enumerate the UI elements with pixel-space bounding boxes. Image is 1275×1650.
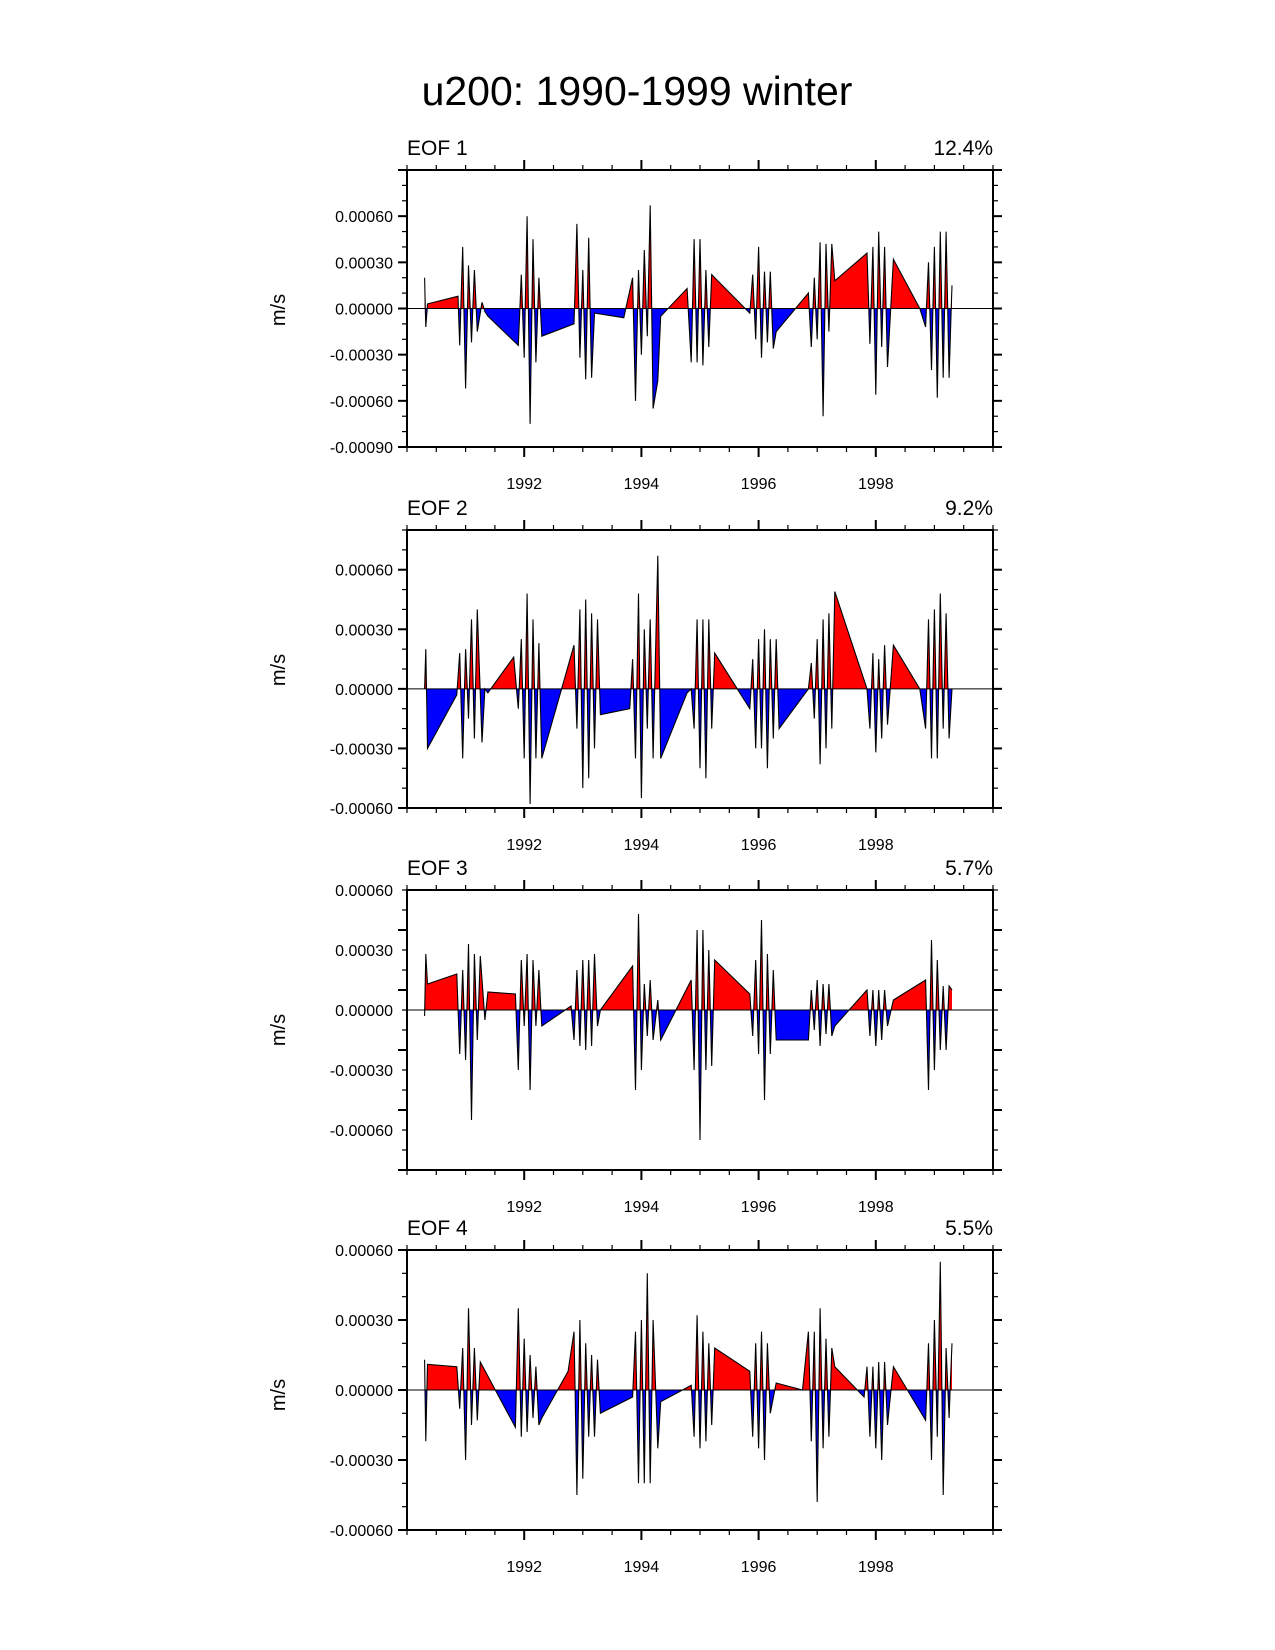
y-tick-label: 0.00030 [335, 1313, 393, 1330]
x-tick-label: 1998 [858, 1199, 894, 1216]
negative-area [424, 308, 953, 424]
eof-label: EOF 3 [407, 857, 468, 880]
variance-label: 5.7% [945, 857, 993, 880]
y-tick-label: 0.00030 [335, 622, 393, 639]
x-tick-label: 1992 [506, 476, 542, 493]
x-tick-label: 1996 [741, 1199, 777, 1216]
y-tick-label: -0.00060 [330, 1123, 393, 1140]
variance-label: 5.5% [945, 1217, 993, 1240]
figure-title: u200: 1990-1999 winter [422, 68, 853, 114]
y-tick-label: 0.00060 [335, 883, 393, 900]
x-tick-label: 1998 [858, 476, 894, 493]
y-axis-label: m/s [268, 1014, 290, 1046]
y-tick-label: -0.00060 [330, 1523, 393, 1540]
y-tick-label: 0.00060 [335, 563, 393, 580]
eof-label: EOF 2 [407, 497, 468, 520]
x-tick-label: 1994 [624, 476, 660, 493]
y-axis-label: m/s [268, 1379, 290, 1411]
x-tick-label: 1992 [506, 837, 542, 854]
y-tick-label: -0.00030 [330, 1063, 393, 1080]
series-area [424, 205, 953, 424]
negative-area [424, 1010, 953, 1140]
y-tick-label: -0.00090 [330, 440, 393, 457]
y-tick-label: -0.00030 [330, 348, 393, 365]
x-tick-label: 1992 [506, 1559, 542, 1576]
y-tick-label: 0.00000 [335, 302, 393, 319]
x-tick-label: 1996 [741, 837, 777, 854]
y-tick-label: 0.00060 [335, 1243, 393, 1260]
x-tick-label: 1994 [624, 837, 660, 854]
x-tick-label: 1994 [624, 1199, 660, 1216]
eof-1-panel: EOF 1 12.4% m/s 0.00060 0.00030 0.00000 -0.… [268, 137, 1002, 493]
series-line [424, 1261, 953, 1503]
y-tick-label: 0.00000 [335, 1003, 393, 1020]
eof-3-panel: EOF 3 5.7% m/s 0.00060 0.00030 0.00000 -0.0… [268, 857, 1002, 1216]
y-tick-label: 0.00000 [335, 682, 393, 699]
positive-area [424, 914, 953, 1010]
y-tick-label: -0.00030 [330, 1453, 393, 1470]
negative-area [424, 1390, 953, 1502]
y-tick-label: -0.00060 [330, 394, 393, 411]
negative-area [424, 688, 953, 804]
y-axis-label: m/s [268, 654, 290, 686]
positive-area [424, 555, 953, 689]
variance-label: 12.4% [933, 137, 993, 160]
variance-label: 9.2% [945, 497, 993, 520]
series-area [424, 1261, 953, 1503]
series-area [424, 913, 953, 1141]
positive-area [424, 1261, 953, 1390]
y-tick-label: -0.00030 [330, 741, 393, 758]
eof-label: EOF 1 [407, 137, 468, 160]
x-tick-label: 1998 [858, 837, 894, 854]
y-tick-label: 0.00060 [335, 209, 393, 226]
y-axis-label: m/s [268, 294, 290, 326]
eof-4-panel: EOF 4 5.5% m/s 0.00060 0.00030 0.00000 -0.0… [268, 1217, 1002, 1576]
x-tick-label: 1996 [741, 476, 777, 493]
eof-label: EOF 4 [407, 1217, 468, 1240]
x-tick-label: 1996 [741, 1559, 777, 1576]
y-tick-label: 0.00000 [335, 1383, 393, 1400]
y-tick-label: 0.00030 [335, 943, 393, 960]
x-tick-label: 1998 [858, 1559, 894, 1576]
x-tick-label: 1992 [506, 1199, 542, 1216]
y-tick-label: -0.00060 [330, 801, 393, 818]
positive-area [424, 205, 953, 309]
eof-2-panel: EOF 2 9.2% m/s 0.00060 0.00030 0.00000 -0.0… [268, 497, 1002, 854]
series-line [424, 913, 953, 1141]
series-area [424, 555, 953, 805]
y-tick-label: 0.00030 [335, 255, 393, 272]
series-line [424, 555, 953, 805]
x-tick-label: 1994 [624, 1559, 660, 1576]
